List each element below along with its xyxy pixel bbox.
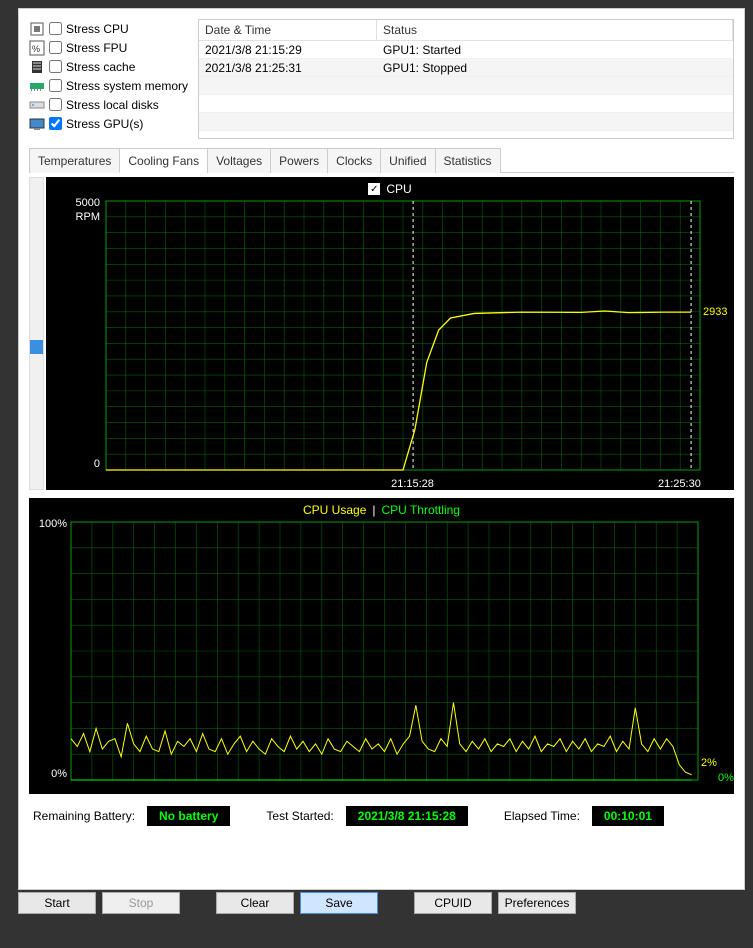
battery-value: No battery [147,806,230,826]
stress-label: Stress system memory [66,79,188,93]
started-label: Test Started: [266,809,333,823]
tab-voltages[interactable]: Voltages [207,148,271,173]
stress-option-2[interactable]: Stress cache [29,57,194,76]
elapsed-value: 00:10:01 [592,806,664,826]
stop-button[interactable]: Stop [102,892,180,914]
log-col-status[interactable]: Status [377,20,733,40]
stress-label: Stress GPU(s) [66,117,143,131]
log-cell-status: GPU1: Started [377,41,733,58]
usage-value: 2% [701,757,717,769]
stress-checkbox[interactable] [49,22,62,35]
elapsed-label: Elapsed Time: [504,809,580,823]
stress-option-4[interactable]: Stress local disks [29,95,194,114]
event-log-table[interactable]: Date & Time Status 2021/3/8 21:15:29GPU1… [198,19,734,139]
x-start: 21:15:28 [391,478,434,490]
y-unit: RPM [76,211,100,223]
stress-checkbox[interactable] [49,41,62,54]
stress-checkbox[interactable] [49,79,62,92]
log-col-datetime[interactable]: Date & Time [199,20,377,40]
stress-checkbox[interactable] [49,117,62,130]
stress-icon [29,116,45,132]
started-value: 2021/3/8 21:15:28 [346,806,468,826]
tab-cooling-fans[interactable]: Cooling Fans [119,148,208,173]
stress-option-3[interactable]: Stress system memory [29,76,194,95]
log-header: Date & Time Status [199,20,733,41]
scrollbar-thumb[interactable] [30,340,43,354]
log-row[interactable]: 2021/3/8 21:25:31GPU1: Stopped [199,59,733,77]
log-cell-dt: 2021/3/8 21:15:29 [199,41,377,58]
stress-label: Stress local disks [66,98,159,112]
button-row: Start Stop Clear Save CPUID Preferences [0,890,753,914]
tab-statistics[interactable]: Statistics [435,148,501,173]
stress-icon [29,21,45,37]
stress-label: Stress FPU [66,41,127,55]
stress-option-5[interactable]: Stress GPU(s) [29,114,194,133]
chart1-series-label: CPU [386,182,411,196]
throttle-label: CPU Throttling [382,503,460,517]
status-bar: Remaining Battery: No battery Test Start… [29,794,734,838]
stress-checkbox[interactable] [49,98,62,111]
start-button[interactable]: Start [18,892,96,914]
stress-icon [29,59,45,75]
y-max: 100% [39,518,67,530]
throttle-value: 0% [718,772,734,784]
cpu-checkbox-icon[interactable]: ✓ [368,183,380,195]
main-window: Stress CPU% Stress FPU Stress cache Stre… [18,8,745,890]
preferences-button[interactable]: Preferences [498,892,576,914]
y-min: 0% [51,768,67,780]
clear-button[interactable]: Clear [216,892,294,914]
stress-options-list: Stress CPU% Stress FPU Stress cache Stre… [29,19,194,139]
tab-unified[interactable]: Unified [380,148,435,173]
log-row-empty [199,77,733,95]
tab-temperatures[interactable]: Temperatures [29,148,120,173]
chart2-title: CPU Usage | CPU Throttling [29,503,734,517]
stress-label: Stress cache [66,60,135,74]
chart1-title: ✓ CPU [46,182,734,196]
stress-icon: % [29,40,45,56]
y-min: 0 [94,458,100,470]
fan-rpm-chart: ✓ CPU 5000 RPM 0 21:15:28 21:25:30 2933 [46,177,734,490]
stress-option-0[interactable]: Stress CPU [29,19,194,38]
log-row[interactable]: 2021/3/8 21:15:29GPU1: Started [199,41,733,59]
log-cell-dt: 2021/3/8 21:25:31 [199,59,377,76]
log-row-empty [199,113,733,131]
save-button[interactable]: Save [300,892,378,914]
svg-text:%: % [32,44,40,54]
charts-panel: ✓ CPU 5000 RPM 0 21:15:28 21:25:30 2933 C… [29,177,734,794]
stress-icon [29,97,45,113]
usage-label: CPU Usage [303,503,366,517]
stress-checkbox[interactable] [49,60,62,73]
stress-icon [29,78,45,94]
top-panel: Stress CPU% Stress FPU Stress cache Stre… [29,19,734,139]
y-max: 5000 [76,197,100,209]
cpuid-button[interactable]: CPUID [414,892,492,914]
chart-scrollbar[interactable] [29,177,44,490]
tab-powers[interactable]: Powers [270,148,328,173]
cpu-usage-chart: CPU Usage | CPU Throttling 100% 0% 2% 0% [29,498,734,794]
x-end: 21:25:30 [658,478,701,490]
log-row-empty [199,95,733,113]
stress-option-1[interactable]: % Stress FPU [29,38,194,57]
current-rpm: 2933 [703,306,727,318]
stress-label: Stress CPU [66,22,129,36]
battery-label: Remaining Battery: [33,809,135,823]
tab-bar: TemperaturesCooling FansVoltagesPowersCl… [29,147,734,173]
tab-clocks[interactable]: Clocks [327,148,381,173]
log-cell-status: GPU1: Stopped [377,59,733,76]
